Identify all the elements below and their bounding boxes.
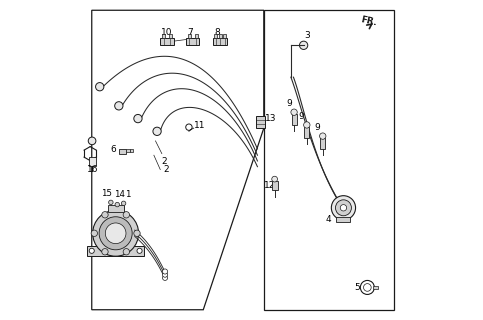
Text: 5: 5 xyxy=(355,283,360,292)
Circle shape xyxy=(291,109,297,116)
Bar xyxy=(188,34,191,38)
Polygon shape xyxy=(87,246,144,256)
Text: 12: 12 xyxy=(264,181,275,190)
Text: 2: 2 xyxy=(162,157,168,166)
Text: 15: 15 xyxy=(101,188,113,197)
Circle shape xyxy=(123,249,129,255)
Circle shape xyxy=(91,230,98,236)
Text: 7: 7 xyxy=(187,28,193,37)
Text: 13: 13 xyxy=(265,114,277,123)
Text: 4: 4 xyxy=(326,215,331,224)
Text: 10: 10 xyxy=(160,28,172,37)
Circle shape xyxy=(304,122,310,128)
Text: 3: 3 xyxy=(304,31,310,40)
Circle shape xyxy=(99,217,132,250)
Circle shape xyxy=(137,248,142,253)
Circle shape xyxy=(153,127,161,135)
Bar xyxy=(186,38,199,45)
Bar xyxy=(272,181,278,190)
Text: FR.: FR. xyxy=(359,16,377,28)
Circle shape xyxy=(134,230,140,236)
Circle shape xyxy=(89,248,94,253)
Text: 14: 14 xyxy=(114,190,125,199)
Text: 9: 9 xyxy=(299,112,305,121)
Text: 9: 9 xyxy=(286,100,292,108)
Circle shape xyxy=(340,204,347,211)
Circle shape xyxy=(109,200,113,204)
Bar xyxy=(219,34,222,38)
Text: 9: 9 xyxy=(315,123,321,132)
Bar xyxy=(337,217,351,222)
Text: 1: 1 xyxy=(125,189,131,198)
Circle shape xyxy=(88,137,96,145)
Bar xyxy=(88,157,96,166)
Circle shape xyxy=(96,83,104,91)
Bar xyxy=(223,34,226,38)
Bar xyxy=(213,38,227,45)
Circle shape xyxy=(121,201,126,205)
Bar xyxy=(214,34,217,38)
Bar xyxy=(126,149,129,152)
Circle shape xyxy=(162,272,168,277)
Circle shape xyxy=(162,269,168,274)
Bar xyxy=(169,34,172,38)
Circle shape xyxy=(336,200,352,216)
Text: 11: 11 xyxy=(194,121,205,130)
Circle shape xyxy=(102,212,108,218)
Circle shape xyxy=(105,223,126,244)
Circle shape xyxy=(320,133,326,139)
Circle shape xyxy=(134,115,142,123)
Text: 2: 2 xyxy=(163,165,169,174)
Bar xyxy=(129,149,133,152)
Circle shape xyxy=(162,275,168,280)
Circle shape xyxy=(93,210,139,256)
Bar xyxy=(292,114,297,125)
Bar xyxy=(108,205,124,212)
Circle shape xyxy=(272,176,278,182)
Text: 16: 16 xyxy=(87,165,99,174)
Text: 6: 6 xyxy=(111,145,116,154)
Circle shape xyxy=(331,196,355,220)
Bar xyxy=(160,38,173,45)
Bar xyxy=(256,116,265,128)
Bar xyxy=(162,34,165,38)
Text: 8: 8 xyxy=(214,28,220,37)
Circle shape xyxy=(102,249,108,255)
Circle shape xyxy=(115,202,119,207)
Bar xyxy=(304,126,310,138)
Circle shape xyxy=(114,102,123,110)
Bar xyxy=(119,148,126,154)
Circle shape xyxy=(123,212,129,218)
Bar xyxy=(195,34,198,38)
Bar xyxy=(320,138,325,149)
Circle shape xyxy=(299,41,308,50)
Bar xyxy=(373,286,378,289)
